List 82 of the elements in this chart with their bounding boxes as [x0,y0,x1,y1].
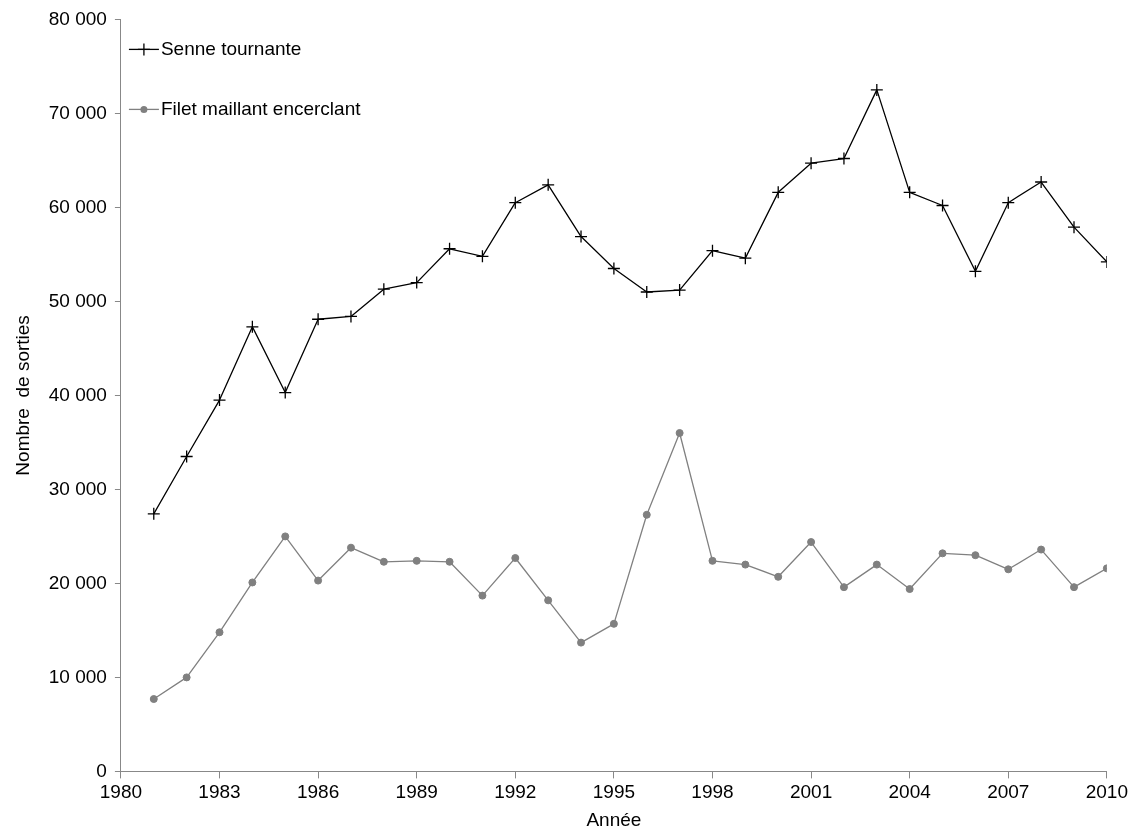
x-tick-label: 2004 [888,781,932,803]
point [971,551,980,560]
point [379,557,388,566]
point [839,583,848,592]
point [642,510,651,519]
point [705,243,720,258]
point [508,196,522,210]
point [1037,545,1046,554]
x-tick-label: 1998 [691,781,734,803]
point [872,560,881,569]
y-tick-label: 40 000 [48,383,107,405]
point [574,229,588,244]
point [212,393,227,407]
point [445,557,454,566]
point [1034,175,1048,189]
point [442,242,457,256]
point [609,619,618,628]
point [346,543,355,552]
point [344,309,358,324]
x-tick-label: 2001 [789,781,833,803]
y-tick-label: 70 000 [48,101,107,123]
point [708,556,717,565]
point [771,185,785,200]
point [147,507,161,521]
point [1070,583,1078,592]
x-tick-label: 1986 [296,781,340,803]
point [475,249,490,263]
point [905,585,914,594]
point [738,251,752,265]
point [1001,196,1015,210]
point [807,538,816,547]
point [1067,220,1081,234]
point [478,591,487,600]
point [314,576,323,585]
x-tick-label: 1995 [592,781,636,803]
point [311,312,325,326]
point [675,429,684,437]
point [245,320,260,334]
point [511,554,520,563]
y-tick-label: 60 000 [48,195,107,217]
y-tick-label: 20 000 [48,571,107,593]
x-tick-label: 2007 [987,781,1030,803]
point [377,282,391,296]
y-tick-label: 10 000 [48,665,107,687]
point [215,628,224,637]
point [1004,565,1013,574]
legend-label: Filet maillant encerclant [160,97,362,119]
point [870,83,884,97]
y-tick-label: 30 000 [48,477,107,499]
point [968,264,983,278]
point [248,578,257,587]
point [182,673,191,682]
y-tick-label: 0 [96,759,107,781]
point [149,695,158,704]
point [741,560,750,569]
point [410,275,424,290]
point [179,449,194,464]
point [577,638,586,647]
point [412,556,421,565]
point [938,549,947,558]
x-axis-title: Année [586,808,642,830]
point [544,596,553,605]
x-tick-label: 1983 [198,781,241,803]
x-tick-label: 1992 [494,781,537,803]
point [640,285,654,299]
y-axis-title: Nombre de sorties [11,315,33,476]
point [935,198,950,213]
y-tick-label: 80 000 [48,7,107,29]
x-tick-label: 1980 [99,781,143,803]
point [774,572,783,581]
x-tick-label: 2010 [1085,781,1129,803]
point [837,151,851,166]
legend-label: Senne tournante [160,37,302,59]
point [672,283,687,297]
point [903,185,917,200]
y-tick-label: 50 000 [48,289,107,311]
point [804,156,818,170]
x-tick-label: 1989 [395,781,438,803]
point [607,261,621,276]
point [281,532,290,541]
point [278,385,292,400]
point [541,178,555,192]
